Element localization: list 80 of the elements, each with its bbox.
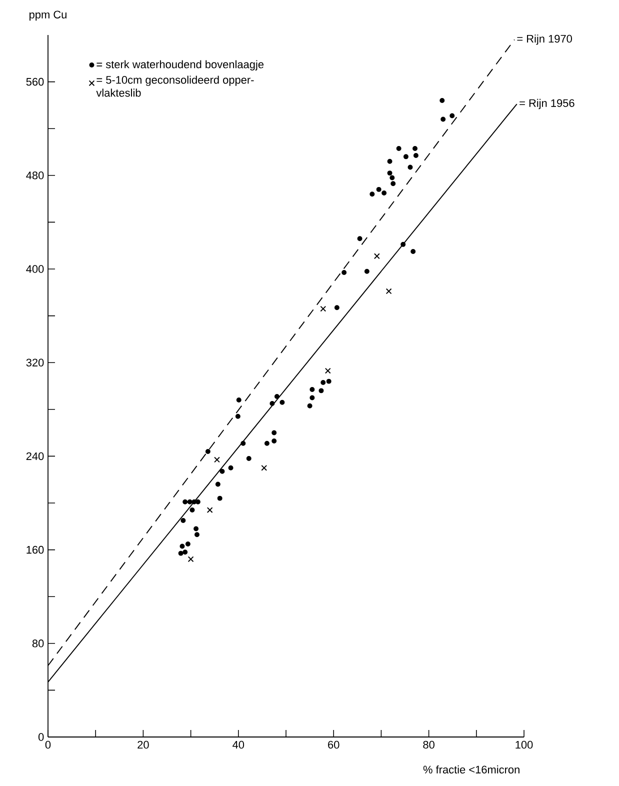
point <box>182 499 188 504</box>
point <box>194 532 200 538</box>
point <box>310 387 315 392</box>
y-tick-label: 160 <box>26 546 44 554</box>
x-axis-title: % fractie <16micron <box>423 765 520 774</box>
point <box>320 306 326 312</box>
point <box>264 440 270 446</box>
y-tick-label: 80 <box>32 640 44 648</box>
point <box>342 270 347 275</box>
point <box>370 192 375 197</box>
point <box>180 518 186 524</box>
point <box>440 116 446 122</box>
y-tick-label: 560 <box>26 78 44 86</box>
y-tick-label: 400 <box>26 265 44 273</box>
point <box>412 146 418 151</box>
legend-label: = 5-10cm geconsolideerd opper- vlakteslib <box>96 76 254 97</box>
y-tick-label: 0 <box>38 733 44 741</box>
point <box>357 236 362 242</box>
point <box>272 438 277 444</box>
point <box>214 456 220 463</box>
point <box>246 456 252 462</box>
point <box>220 468 225 474</box>
point <box>390 181 396 186</box>
point <box>334 305 340 310</box>
point <box>410 248 416 254</box>
point <box>390 175 395 180</box>
point <box>205 449 210 454</box>
x-tick-label: 100 <box>516 740 533 749</box>
point <box>440 98 445 104</box>
point <box>190 508 195 513</box>
point <box>194 526 199 532</box>
point <box>217 496 222 501</box>
y-tick-label: 320 <box>26 358 44 366</box>
point <box>324 368 331 374</box>
point <box>182 550 188 555</box>
point <box>450 113 455 118</box>
point <box>382 190 387 196</box>
point <box>274 394 280 400</box>
x-tick-label: 60 <box>328 740 340 749</box>
point <box>400 242 406 247</box>
point <box>280 400 285 405</box>
point <box>387 170 392 176</box>
point <box>240 440 246 446</box>
point <box>215 482 220 487</box>
legend-label: = sterk waterhoudend bovenlaagje <box>96 60 264 70</box>
y-tick-label: 480 <box>26 172 44 180</box>
point <box>387 158 392 164</box>
point <box>318 388 324 394</box>
point <box>408 164 413 170</box>
point <box>206 507 213 513</box>
point <box>272 430 277 436</box>
point <box>386 288 392 294</box>
point <box>376 186 382 192</box>
x-tick-label: 40 <box>232 740 244 749</box>
point <box>413 153 418 158</box>
point <box>236 398 242 403</box>
point <box>403 154 408 160</box>
y-axis-title: ppm Cu <box>30 10 66 21</box>
point <box>364 268 370 274</box>
x-tick-label: 0 <box>45 740 51 749</box>
point <box>178 550 184 556</box>
point <box>396 146 402 151</box>
series-label: = Rijn 1970 <box>517 34 572 45</box>
point <box>307 403 312 408</box>
y-tick-label: 240 <box>26 452 44 460</box>
x-tick-label: 80 <box>423 740 434 749</box>
point <box>235 414 240 419</box>
point <box>310 395 315 400</box>
point <box>185 541 190 546</box>
point <box>320 380 326 385</box>
point <box>326 378 332 384</box>
point <box>261 464 268 471</box>
series-label: = Rijn 1956 <box>520 98 574 110</box>
point <box>228 465 234 470</box>
point <box>180 544 185 549</box>
point <box>188 556 194 562</box>
point <box>187 499 192 504</box>
point <box>270 401 275 406</box>
x-tick-label: 20 <box>138 740 149 749</box>
point <box>374 253 380 260</box>
